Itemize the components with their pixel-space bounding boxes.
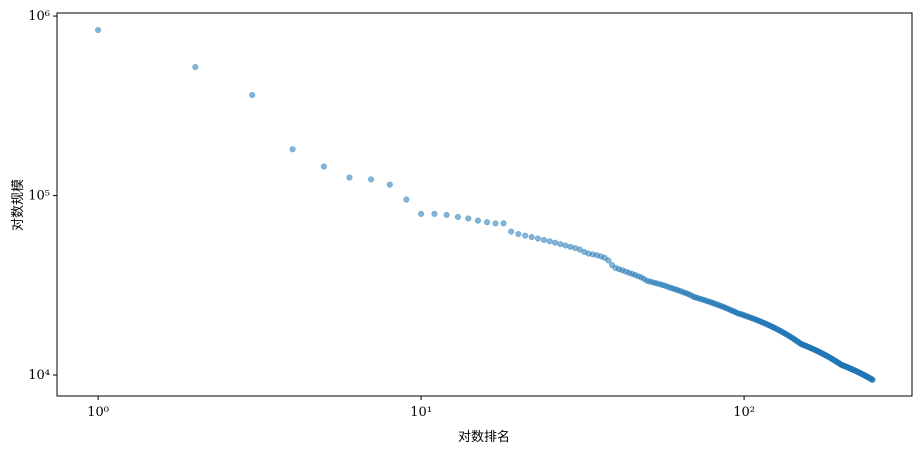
point	[418, 210, 425, 217]
point	[869, 376, 876, 383]
point	[454, 213, 461, 220]
point	[320, 163, 327, 170]
point	[403, 196, 410, 203]
point	[508, 228, 515, 235]
point	[552, 239, 559, 246]
point	[500, 220, 507, 227]
point	[534, 235, 541, 242]
point	[431, 210, 438, 217]
point	[540, 236, 547, 243]
point	[605, 257, 612, 264]
y-axis-label: 对数规模	[11, 179, 26, 231]
point	[483, 219, 491, 226]
x-tick-label: 10¹	[410, 405, 432, 420]
point	[557, 241, 564, 248]
point	[528, 234, 535, 241]
x-tick-label: 10⁰	[87, 405, 109, 420]
point	[515, 231, 522, 238]
plot-frame	[56, 12, 913, 397]
y-tick-label: 10⁴	[28, 368, 50, 383]
point	[546, 238, 553, 245]
point	[474, 217, 482, 224]
y-tick-label: 10⁵	[28, 189, 50, 204]
point	[346, 174, 353, 181]
point	[95, 26, 102, 34]
x-axis-label: 对数排名	[458, 429, 510, 445]
point	[522, 232, 529, 239]
point	[443, 211, 450, 218]
y-tick-label: 10⁶	[28, 9, 50, 24]
point	[386, 181, 393, 188]
point	[289, 146, 296, 153]
x-tick-label: 10²	[733, 405, 755, 420]
point	[465, 215, 472, 222]
point	[368, 176, 375, 183]
point	[249, 91, 256, 99]
point	[192, 63, 199, 71]
point	[492, 220, 499, 227]
